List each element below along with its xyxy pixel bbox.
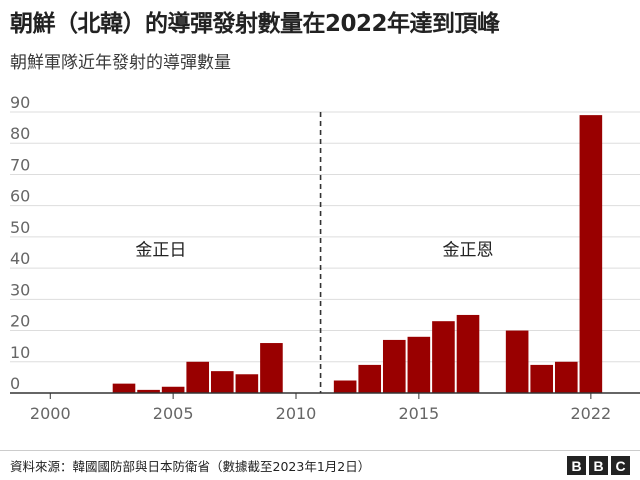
bbc-logo-letter: C: [611, 456, 630, 475]
bar: [505, 330, 529, 393]
bar: [407, 336, 431, 393]
bar: [112, 383, 136, 393]
y-tick-label: 60: [10, 187, 30, 206]
chart-title: 朝鮮（北韓）的導彈發射數量在2022年達到頂峰: [10, 11, 500, 37]
bars: [112, 115, 603, 393]
x-tick-label: 2010: [276, 404, 317, 423]
y-tick-label: 30: [10, 280, 30, 299]
leader-annotation: 金正恩: [443, 241, 494, 261]
bbc-logo-letter: B: [589, 456, 608, 475]
footer-divider: [0, 450, 640, 451]
bar: [432, 321, 455, 393]
y-tick-label: 40: [10, 249, 30, 268]
gridlines: [10, 111, 640, 363]
bbc-logo: B B C: [567, 456, 630, 475]
bar: [186, 361, 210, 393]
y-tick-label: 10: [10, 343, 30, 362]
x-tick-label: 2005: [153, 404, 194, 423]
bar: [382, 339, 406, 393]
bar: [530, 364, 554, 393]
bar: [161, 386, 185, 393]
bbc-logo-letter: B: [567, 456, 586, 475]
bar: [235, 374, 259, 393]
bar: [554, 361, 578, 393]
chart-subtitle: 朝鮮軍隊近年發射的導彈數量: [10, 53, 231, 73]
missile-launch-bar-chart: 0 10 20 30 40 50 60 70 80 90 2000 2005 2010 2015 2022…: [10, 93, 640, 423]
x-tick-label: 2022: [570, 404, 611, 423]
source-note: 資料來源：韓國國防部與日本防衛省（數據截至2023年1月2日）: [10, 459, 371, 474]
bar: [260, 343, 283, 393]
y-tick-label: 20: [10, 312, 30, 331]
bar: [137, 389, 160, 393]
y-tick-label: 50: [10, 218, 30, 237]
y-tick-label: 0: [10, 374, 20, 393]
x-tick-label: 2000: [30, 404, 71, 423]
bar: [333, 380, 357, 393]
bar: [358, 364, 382, 393]
x-tick-label: 2015: [398, 404, 439, 423]
annotations: 金正日 金正恩: [135, 241, 493, 261]
y-tick-label: 80: [10, 124, 30, 143]
leader-annotation: 金正日: [135, 241, 186, 261]
bar: [456, 314, 480, 393]
x-axis-tick-labels: 2000 2005 2010 2015 2022: [30, 393, 611, 423]
y-tick-label: 90: [10, 93, 30, 112]
y-axis-tick-labels: 0 10 20 30 40 50 60 70 80 90: [10, 93, 30, 393]
bar: [579, 115, 603, 393]
y-tick-label: 70: [10, 155, 30, 174]
bar: [210, 371, 234, 393]
